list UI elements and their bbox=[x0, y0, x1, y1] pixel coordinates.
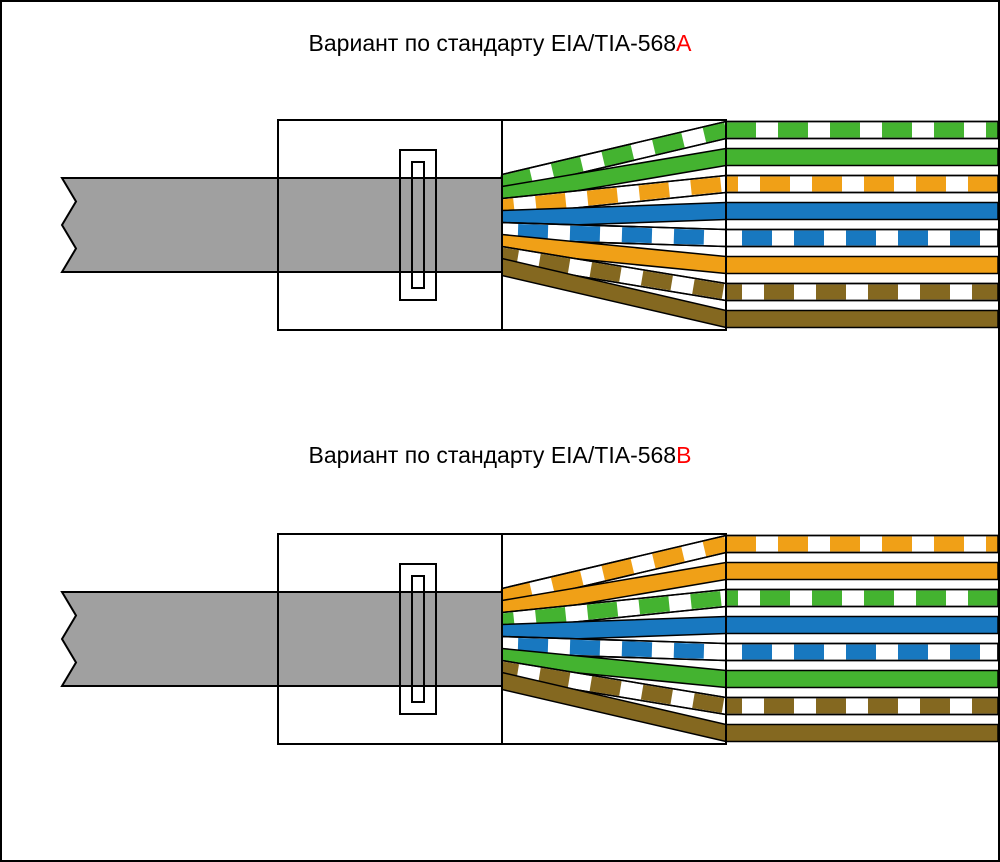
title-568b: Вариант по стандарту EIA/TIA-568B bbox=[2, 442, 998, 469]
title-568b-suffix: B bbox=[676, 442, 691, 468]
diagram-568a bbox=[2, 68, 998, 378]
outer-frame: Вариант по стандарту EIA/TIA-568A Вариан… bbox=[0, 0, 1000, 862]
title-568a-suffix: A bbox=[676, 30, 691, 56]
title-568a-prefix: Вариант по стандарту EIA/TIA-568 bbox=[309, 30, 677, 56]
title-568b-prefix: Вариант по стандарту EIA/TIA-568 bbox=[309, 442, 677, 468]
title-568a: Вариант по стандарту EIA/TIA-568A bbox=[2, 30, 998, 57]
diagram-568b bbox=[2, 482, 998, 792]
